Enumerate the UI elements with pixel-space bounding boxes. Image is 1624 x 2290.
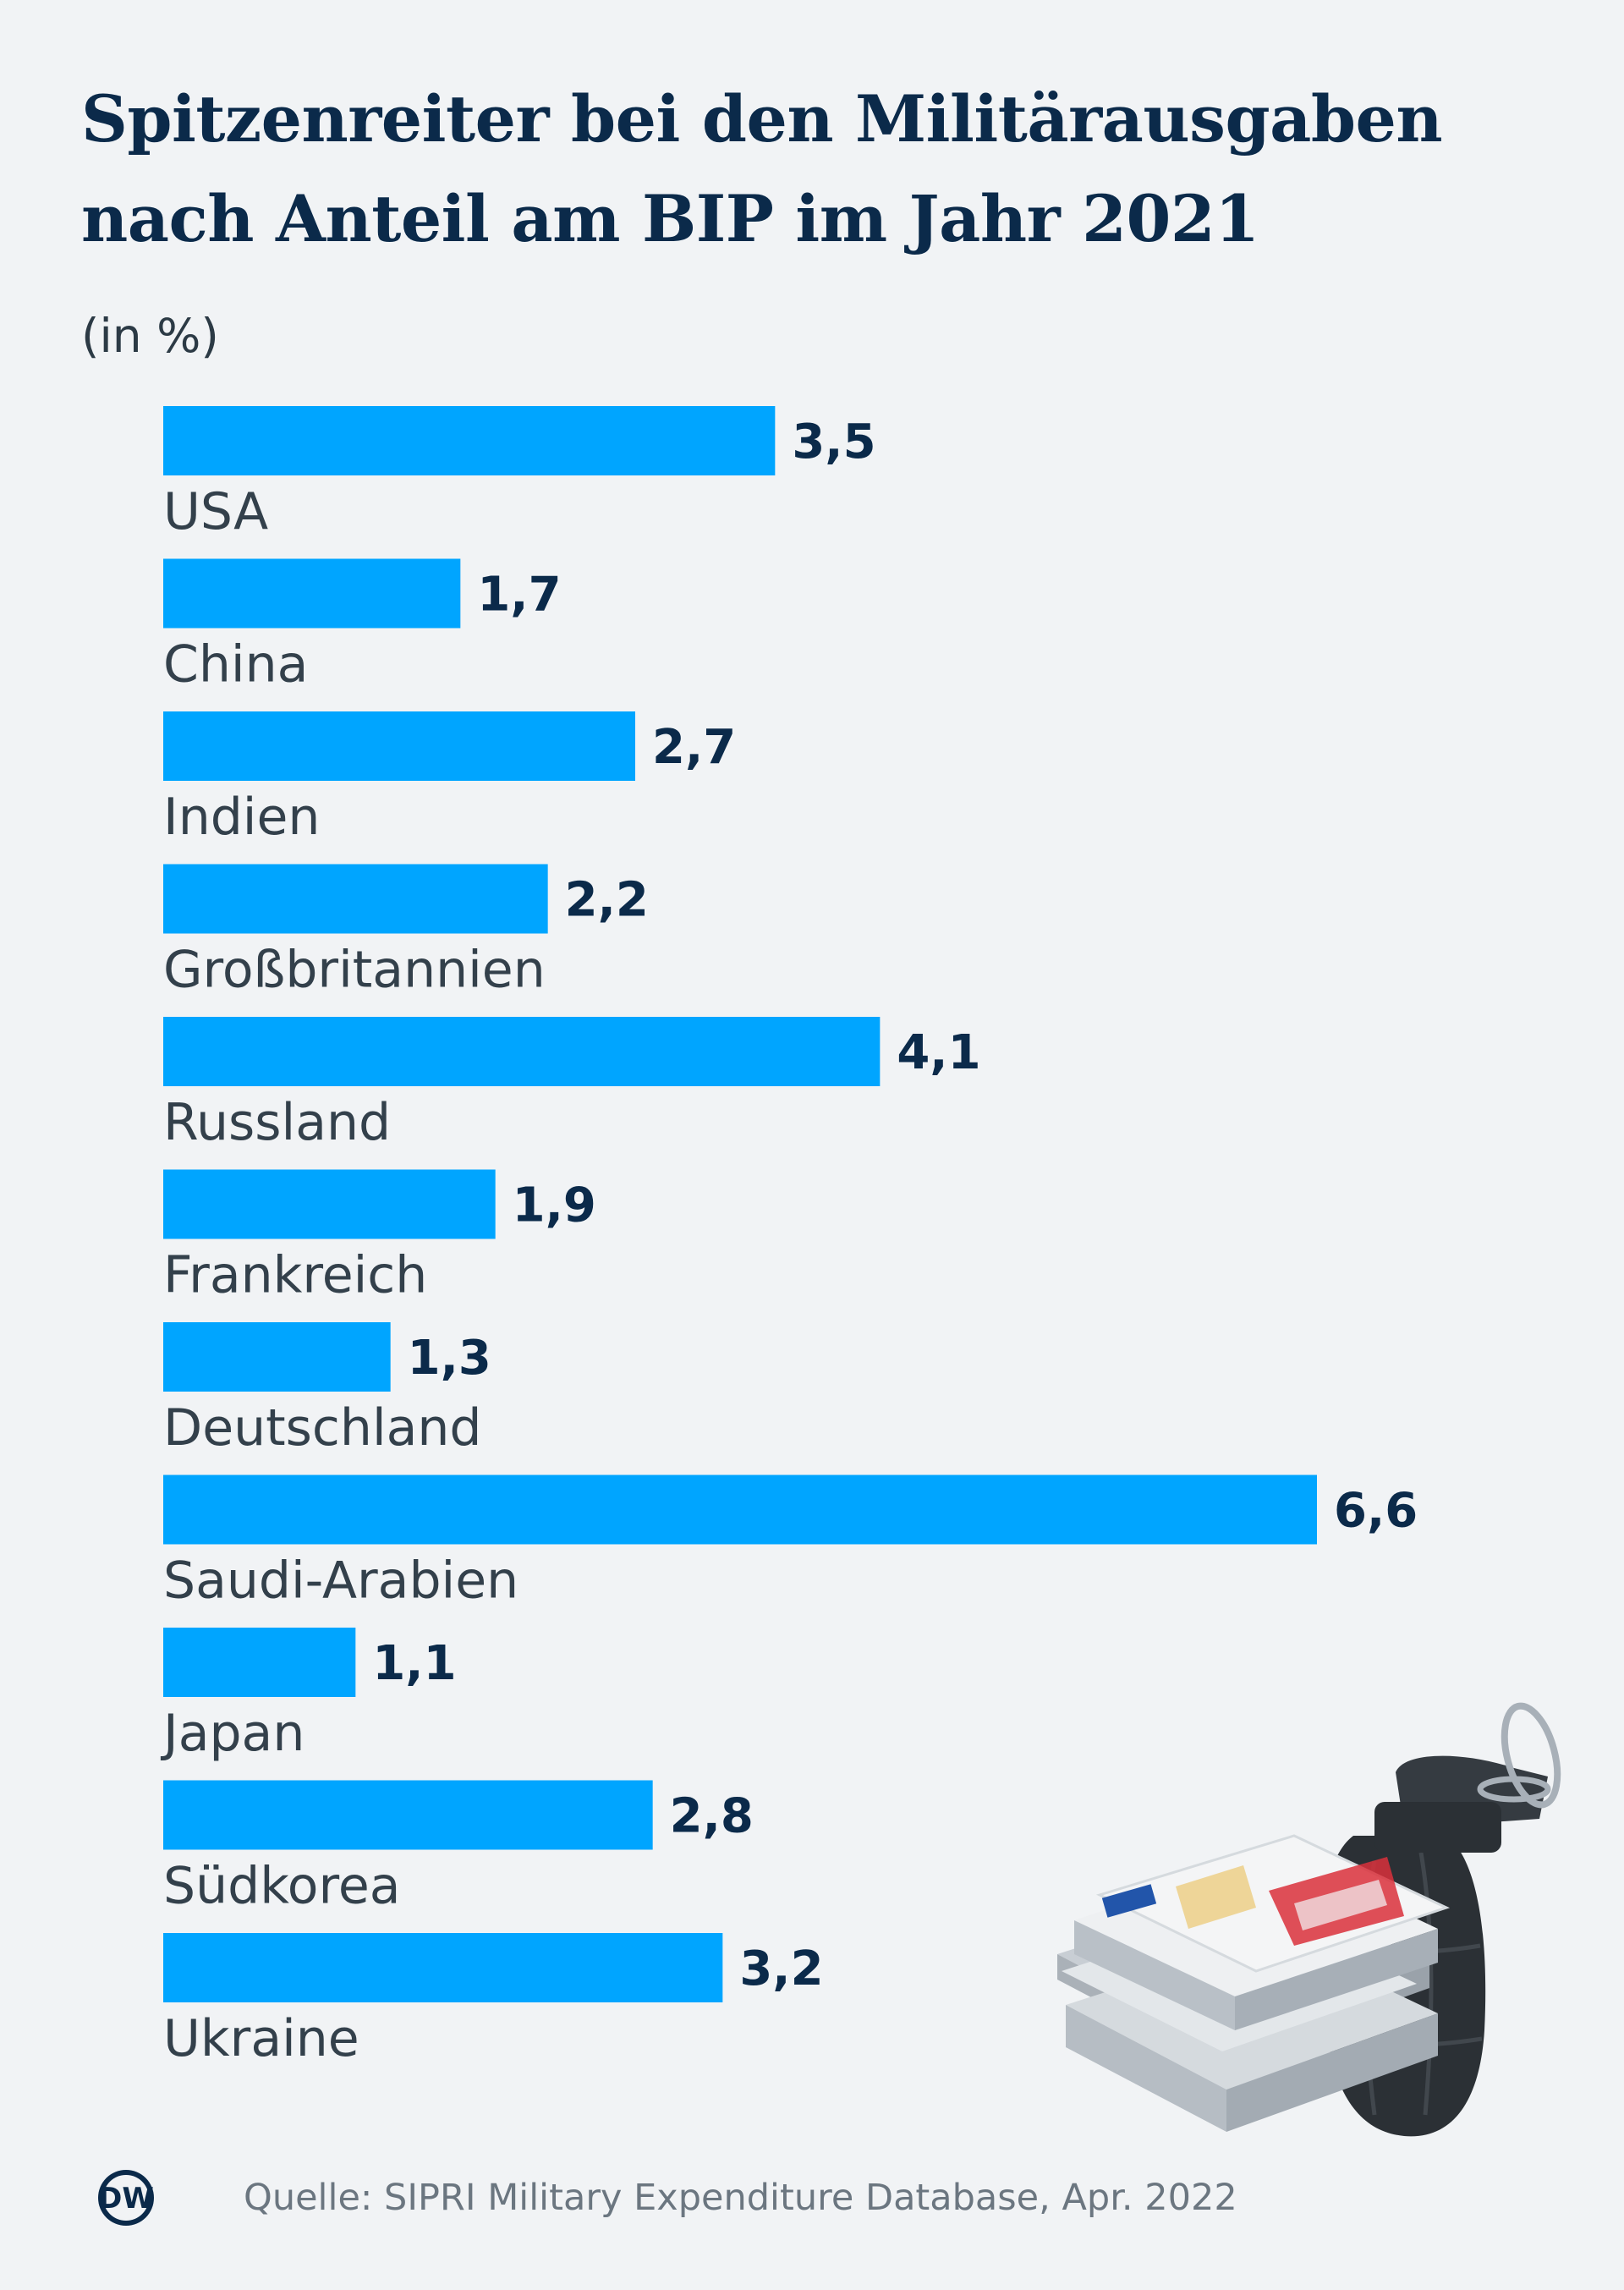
bar-usa bbox=[163, 406, 776, 475]
dw-logo: DW bbox=[98, 2170, 154, 2226]
bar-indien bbox=[163, 711, 635, 781]
category-label-usa: USA bbox=[163, 482, 268, 541]
category-label-indien: Indien bbox=[163, 788, 320, 847]
bar-china bbox=[163, 558, 461, 629]
category-label-deutschland: Deutschland bbox=[163, 1398, 482, 1458]
bar-großbritannien bbox=[163, 864, 548, 934]
category-label-großbritannien: Großbritannien bbox=[163, 941, 546, 1000]
category-label-ukraine: Ukraine bbox=[163, 2009, 359, 2068]
value-label-japan: 1,1 bbox=[372, 1636, 456, 1691]
bar-ukraine bbox=[163, 1933, 723, 2002]
category-label-japan: Japan bbox=[160, 1704, 304, 1763]
source-note: Quelle: SIPRI Military Expenditure Datab… bbox=[244, 2177, 1237, 2219]
category-label-frankreich: Frankreich bbox=[163, 1246, 427, 1305]
category-label-saudi-arabien: Saudi-Arabien bbox=[163, 1551, 518, 1611]
bar-chart: 3,5 USA 1,7 China 2,7 Indien 2,2 Großbritannien… bbox=[160, 406, 1418, 2068]
value-label-großbritannien: 2,2 bbox=[565, 873, 649, 928]
category-label-südkorea: Südkorea bbox=[163, 1857, 401, 1916]
svg-text:DW: DW bbox=[98, 2182, 154, 2216]
bar-russland bbox=[163, 1017, 881, 1086]
value-label-saudi-arabien: 6,6 bbox=[1334, 1484, 1418, 1539]
value-label-südkorea: 2,8 bbox=[670, 1789, 754, 1844]
bar-saudi-arabien bbox=[163, 1474, 1317, 1545]
value-label-russland: 4,1 bbox=[897, 1025, 980, 1080]
bar-frankreich bbox=[163, 1169, 496, 1239]
bar-südkorea bbox=[163, 1780, 653, 1850]
unit-label: (in %) bbox=[81, 309, 219, 363]
bar-deutschland bbox=[163, 1322, 391, 1392]
value-label-china: 1,7 bbox=[477, 568, 561, 623]
chart-title: Spitzenreiter bei den Militärausgaben na… bbox=[81, 81, 1443, 256]
category-label-china: China bbox=[163, 635, 308, 695]
value-label-usa: 3,5 bbox=[792, 415, 875, 470]
money-grenade-illustration bbox=[1057, 1702, 1561, 2137]
value-label-frankreich: 1,9 bbox=[513, 1178, 596, 1233]
category-label-russland: Russland bbox=[163, 1093, 391, 1152]
value-label-ukraine: 3,2 bbox=[739, 1941, 823, 1996]
banknote-stack-icon bbox=[1057, 1834, 1451, 2132]
value-label-indien: 2,7 bbox=[652, 720, 736, 775]
value-label-deutschland: 1,3 bbox=[408, 1331, 491, 1386]
bar-japan bbox=[163, 1628, 356, 1697]
